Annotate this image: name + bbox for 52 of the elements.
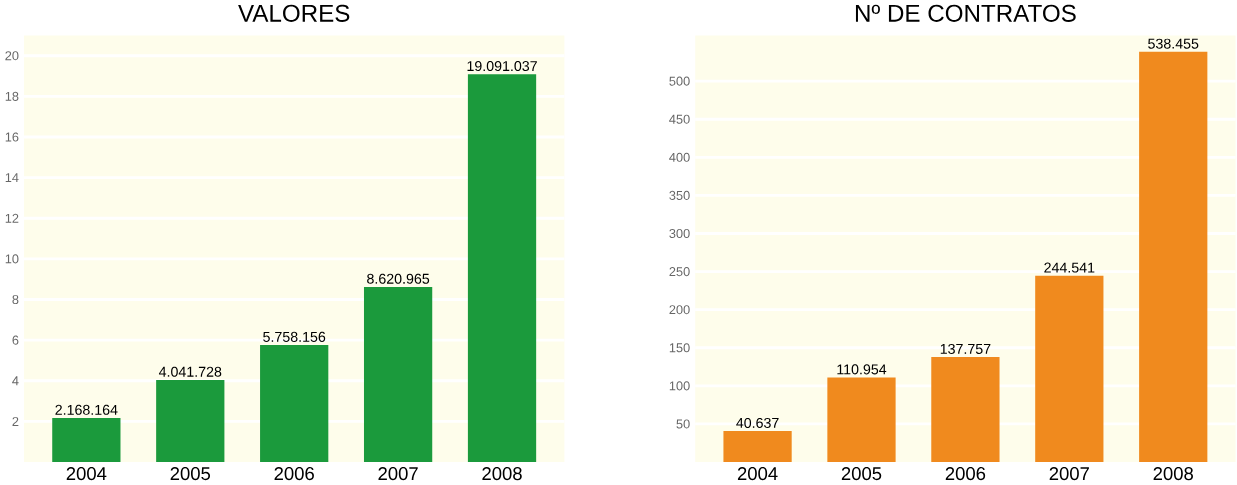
bar [260, 345, 329, 463]
bar [827, 377, 896, 463]
bar [52, 418, 121, 463]
y-tick-label: 2 [12, 416, 19, 426]
annotation: 4.041.728 [158, 366, 222, 377]
x-tick-label: 2007 [378, 467, 418, 481]
chart-title: Nº DE CONTRATOS [855, 4, 1076, 22]
y-tick-label: 350 [669, 190, 690, 200]
y-tick-label: 500 [669, 76, 690, 86]
x-tick-label: 2008 [482, 467, 522, 481]
x-tick-label: 2005 [841, 467, 882, 481]
bar [467, 74, 537, 463]
y-tick-label: 6 [12, 335, 19, 345]
bar [156, 379, 225, 463]
y-tick-label: 4 [12, 376, 19, 386]
y-tick-label: 16 [5, 132, 19, 142]
x-tick-label: 2007 [1049, 467, 1089, 481]
y-tick-label: 10 [5, 254, 19, 264]
annotation: 110.954 [837, 364, 887, 375]
y-tick-label: 150 [669, 343, 690, 353]
annotation: 19.091.037 [467, 61, 537, 72]
bar [723, 431, 792, 463]
annotation: 8.620.965 [367, 273, 430, 284]
bar [363, 286, 433, 463]
x-tick-label: 2006 [945, 467, 986, 481]
y-tick-label: 450 [669, 114, 690, 124]
y-tick-label: 400 [669, 152, 690, 162]
annotation: 5.758.156 [263, 331, 326, 342]
bar [931, 357, 1000, 463]
annotation: 2.168.164 [55, 404, 118, 415]
x-tick-label: 2008 [1153, 467, 1193, 481]
annotation: 244.541 [1044, 262, 1095, 273]
y-tick-label: 8 [12, 295, 19, 305]
y-tick-label: 250 [669, 267, 690, 277]
annotation: 40.637 [736, 417, 779, 428]
x-tick-label: 2006 [274, 467, 314, 481]
y-tick-label: 20 [5, 51, 19, 61]
bar [1139, 51, 1208, 463]
y-tick-label: 300 [669, 229, 690, 239]
y-tick-label: 18 [5, 91, 19, 101]
bar [1035, 275, 1104, 463]
y-tick-label: 50 [676, 419, 690, 429]
y-tick-label: 100 [669, 381, 690, 391]
chart-title: VALORES [238, 4, 350, 22]
x-tick-label: 2004 [737, 467, 778, 481]
x-tick-label: 2004 [66, 467, 107, 481]
y-tick-label: 14 [5, 173, 19, 183]
annotation: 538.455 [1148, 38, 1199, 49]
x-tick-label: 2005 [170, 467, 211, 481]
annotation: 137.757 [940, 343, 991, 355]
y-tick-label: 200 [669, 305, 690, 315]
y-tick-label: 12 [5, 213, 19, 223]
